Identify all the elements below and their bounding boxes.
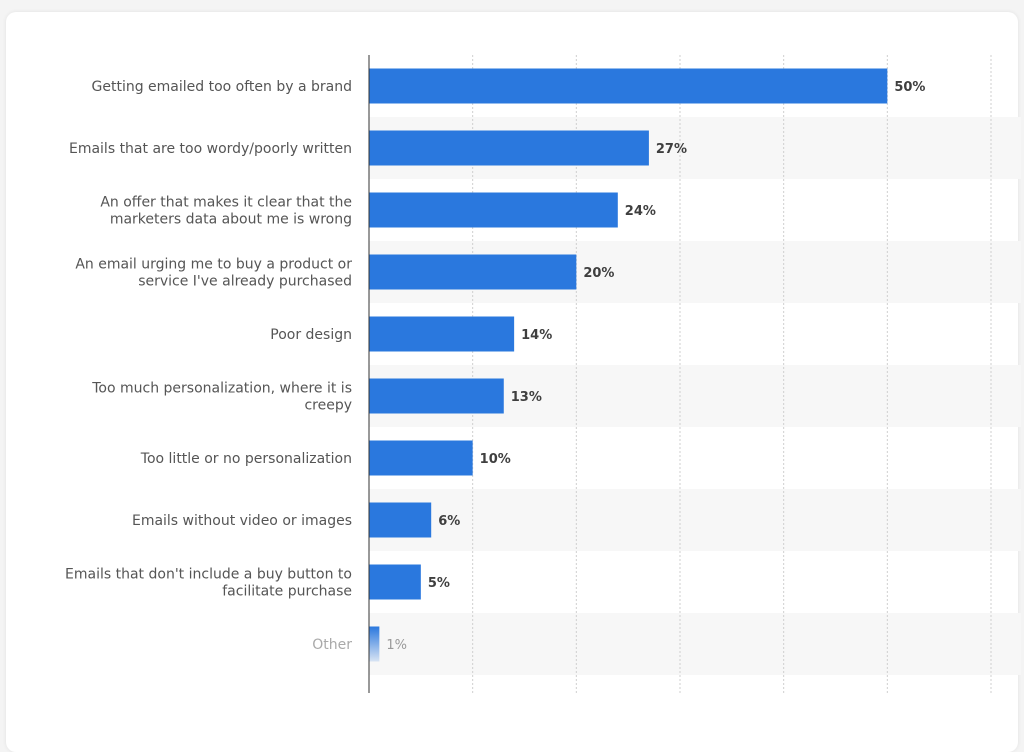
category-label: Emails that don't include a buy button t… (65, 567, 352, 583)
data-label: 1% (386, 638, 407, 653)
category-label: Too little or no personalization (140, 451, 352, 467)
row-bands (369, 117, 1021, 675)
bar[interactable] (369, 316, 515, 352)
data-label: 24% (625, 204, 656, 219)
data-label: 5% (428, 576, 450, 591)
bar[interactable] (369, 626, 380, 662)
row-band (369, 489, 1021, 551)
bars (369, 68, 888, 662)
bar[interactable] (369, 378, 504, 414)
category-label: Getting emailed too often by a brand (92, 79, 352, 95)
data-label: 20% (583, 266, 614, 281)
category-label: Too much personalization, where it is (91, 381, 352, 397)
data-label: 10% (480, 452, 511, 467)
category-label: An offer that makes it clear that the (100, 195, 352, 211)
category-label: Other (312, 637, 352, 653)
bar[interactable] (369, 440, 473, 476)
category-label: facilitate purchase (222, 584, 352, 600)
bar[interactable] (369, 68, 888, 104)
category-label: Emails without video or images (132, 513, 352, 529)
data-label: 27% (656, 142, 687, 157)
category-label: service I've already purchased (138, 274, 352, 290)
data-label: 13% (511, 390, 542, 405)
data-label: 6% (438, 514, 460, 529)
category-label: marketers data about me is wrong (110, 212, 352, 228)
bar[interactable] (369, 130, 649, 166)
bar[interactable] (369, 502, 432, 538)
category-label: An email urging me to buy a product or (75, 257, 352, 273)
value-labels: 50% 27% 24% 20% 14% 13% 10% 6% 5% 1% (386, 80, 925, 653)
category-label: Emails that are too wordy/poorly written (69, 141, 352, 157)
category-label: creepy (304, 398, 352, 414)
category-labels: Getting emailed too often by a brand Emai… (65, 79, 352, 653)
bar[interactable] (369, 564, 421, 600)
bar[interactable] (369, 254, 577, 290)
row-band (369, 613, 1021, 675)
bar[interactable] (369, 192, 618, 228)
data-label: 14% (521, 328, 552, 343)
category-label: Poor design (270, 327, 352, 343)
data-label: 50% (894, 80, 925, 95)
